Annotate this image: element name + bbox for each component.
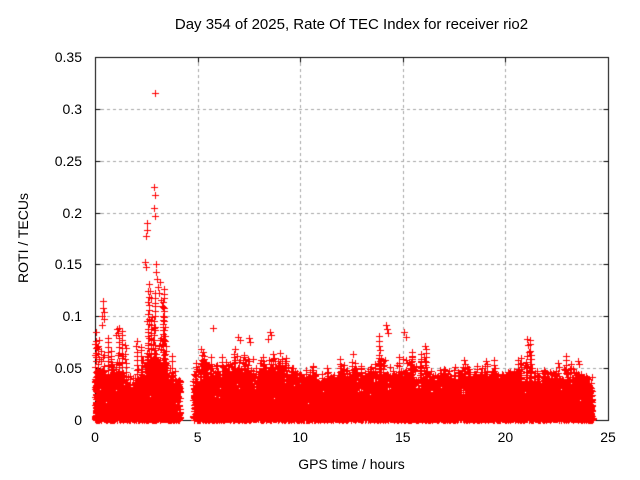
x-tick-label: 25 — [600, 429, 616, 445]
y-tick-label: 0.35 — [54, 49, 82, 65]
y-tick-label: 0.15 — [54, 256, 82, 273]
x-tick-label: 0 — [91, 429, 99, 445]
x-tick-label: 15 — [395, 429, 411, 445]
x-tick-label: 20 — [497, 429, 514, 445]
x-tick-label: 10 — [292, 429, 308, 445]
y-tick-label: 0 — [74, 412, 82, 428]
y-tick-label: 0.25 — [54, 152, 82, 169]
x-tick-label: 5 — [193, 429, 202, 445]
y-tick-label: 0.3 — [62, 100, 82, 117]
chart-title: Day 354 of 2025, Rate Of TEC Index for r… — [174, 16, 529, 33]
y-tick-label: 0.1 — [62, 308, 82, 325]
y-tick-label: 0.2 — [62, 204, 82, 221]
x-axis-label: GPS time / hours — [298, 456, 405, 472]
y-tick-label: 0.05 — [54, 360, 82, 377]
